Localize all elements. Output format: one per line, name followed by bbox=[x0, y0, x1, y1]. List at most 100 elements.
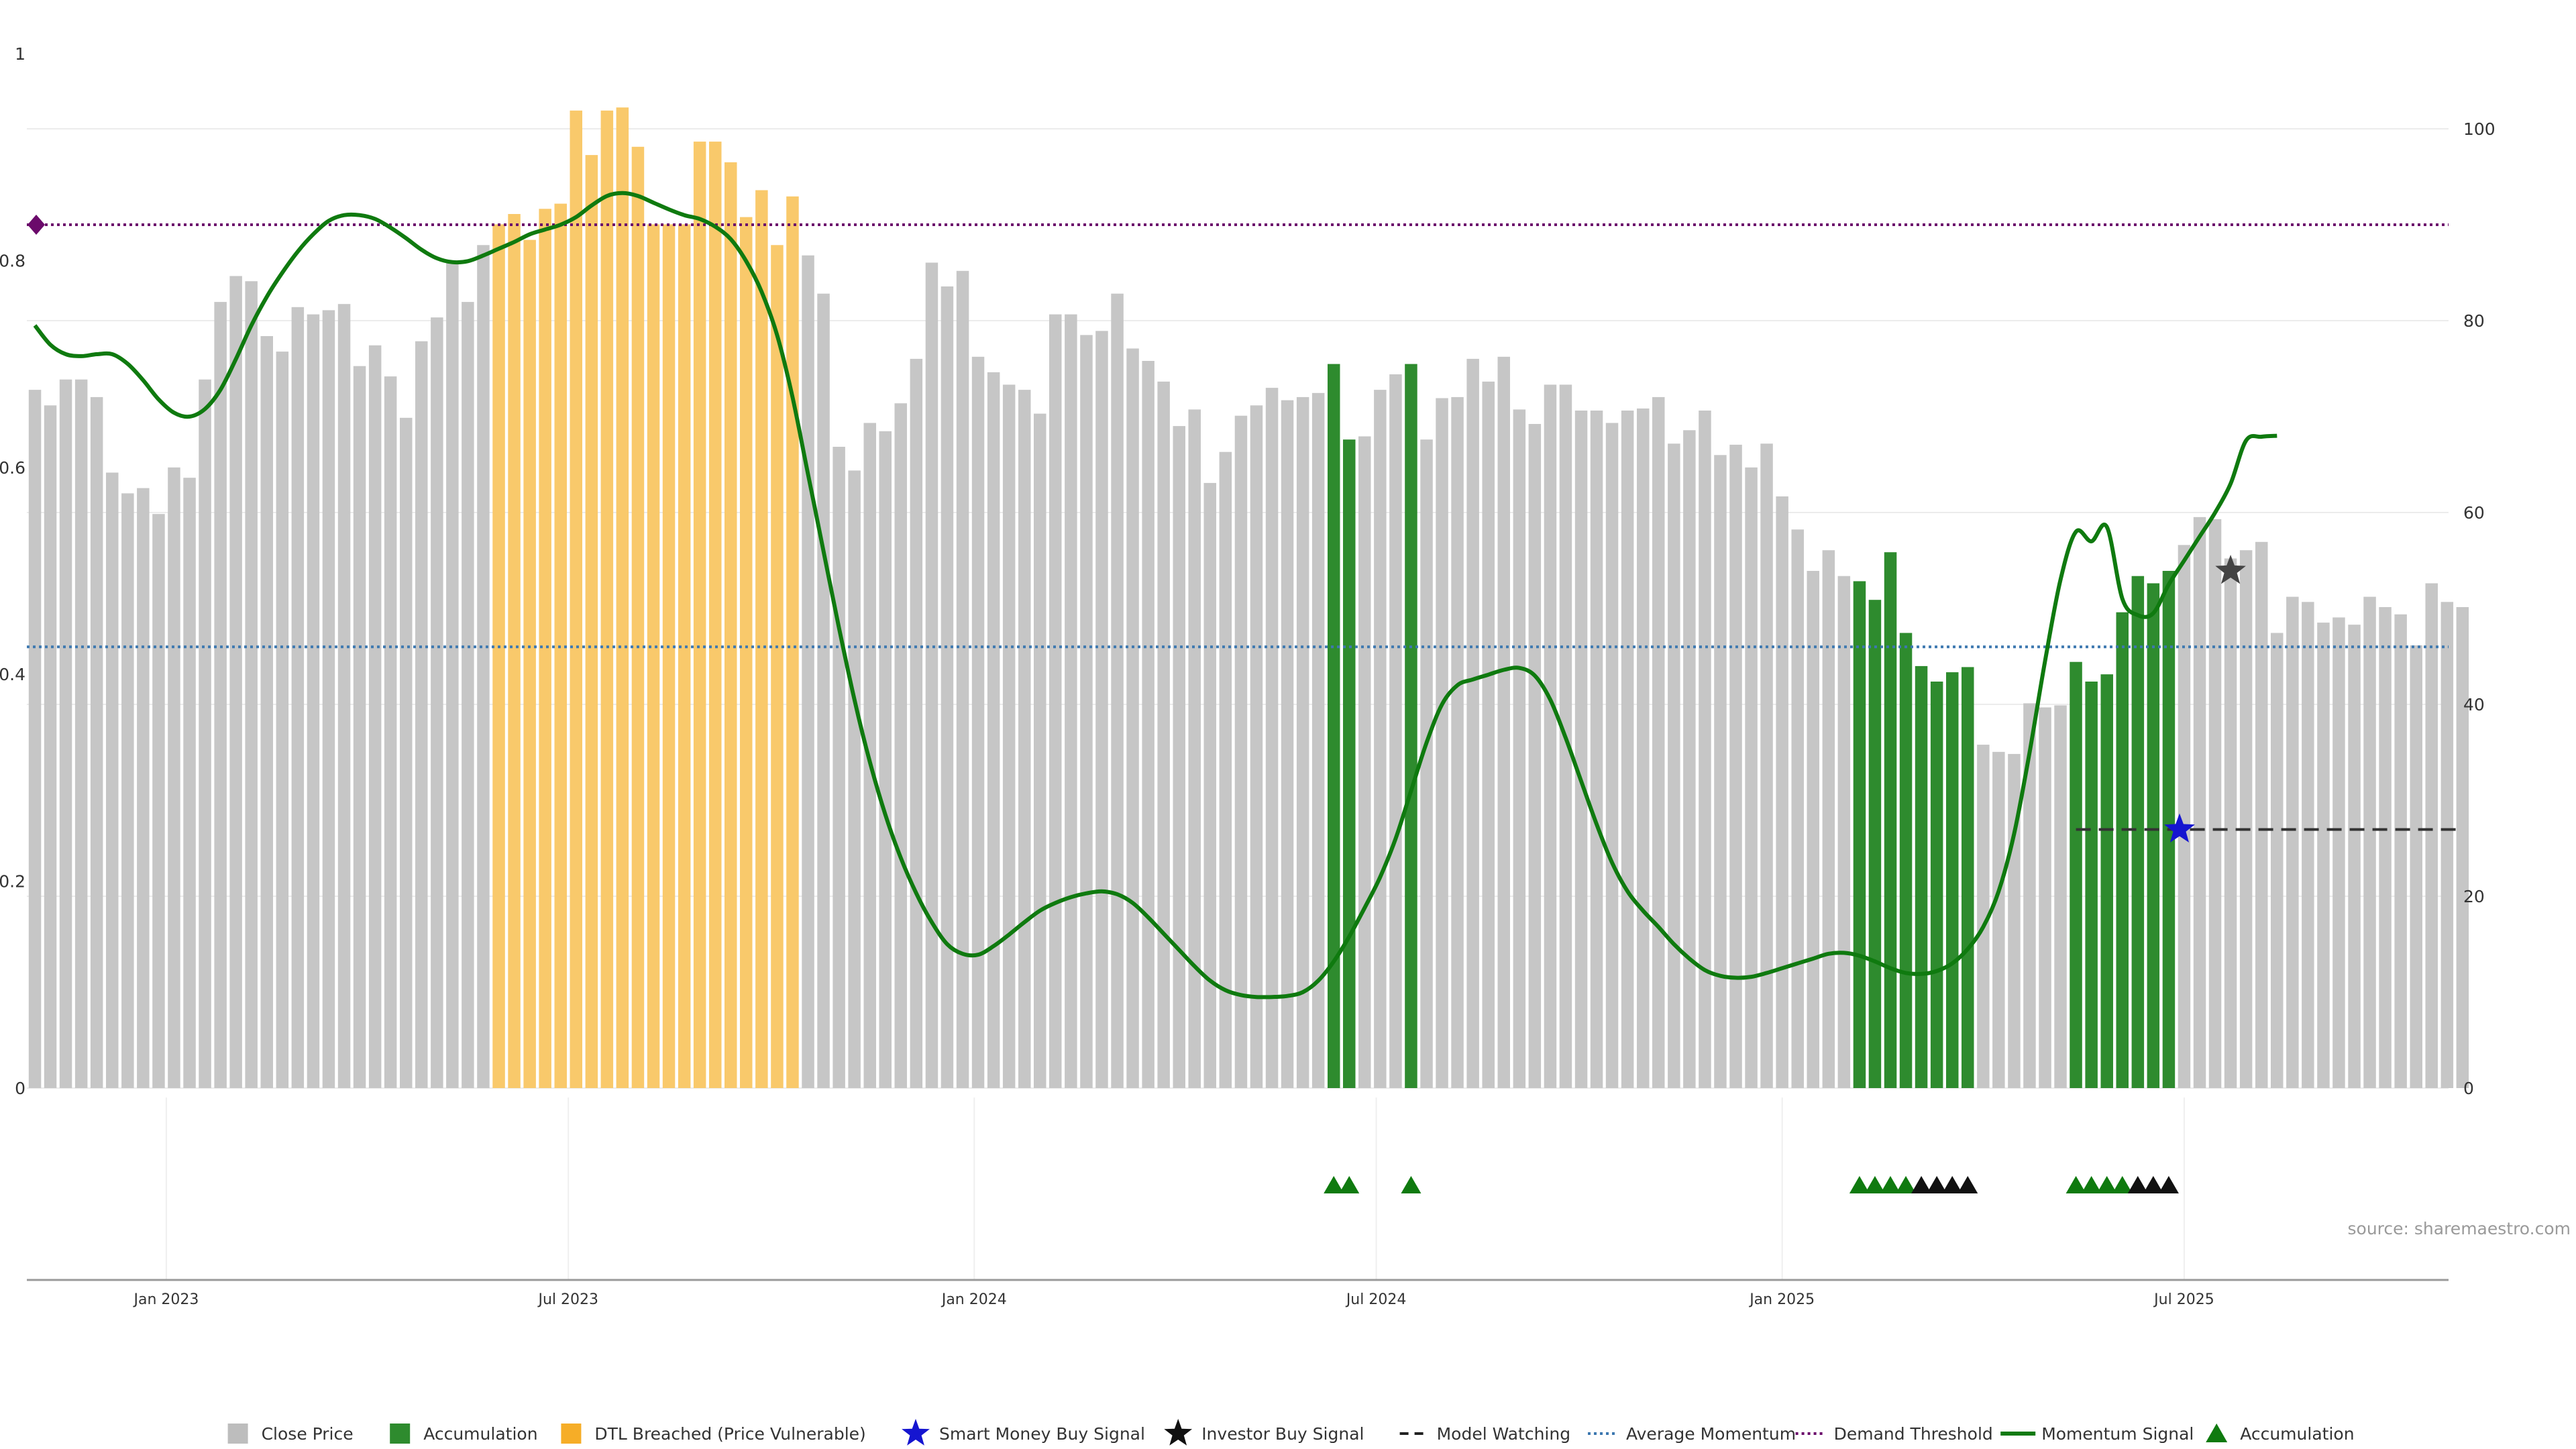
close-price-bar bbox=[74, 379, 88, 1089]
accumulation-triangle bbox=[1401, 1176, 1421, 1193]
close-price-bar bbox=[802, 255, 814, 1089]
dtl-breached-bar bbox=[786, 196, 799, 1088]
close-price-bar bbox=[1482, 381, 1495, 1088]
accumulation-bar bbox=[2070, 661, 2082, 1088]
close-price-bar bbox=[1157, 381, 1170, 1088]
close-price-bar bbox=[2208, 519, 2222, 1088]
close-price-bar bbox=[1358, 436, 1371, 1088]
close-price-bar bbox=[1049, 314, 1062, 1089]
accumulation-triangle bbox=[1864, 1176, 1885, 1193]
close-price-bar bbox=[477, 245, 490, 1088]
dtl-breached-bar bbox=[678, 224, 691, 1088]
accumulation-bar bbox=[1884, 552, 1897, 1088]
close-price-bar bbox=[322, 310, 335, 1088]
close-price-bar bbox=[152, 514, 165, 1088]
dtl-breached-bar bbox=[740, 217, 753, 1089]
close-price-bar bbox=[199, 379, 211, 1089]
close-price-bar bbox=[2008, 753, 2021, 1088]
close-price-bar bbox=[2425, 583, 2438, 1088]
close-price-bar bbox=[2239, 550, 2253, 1088]
close-price-bar bbox=[229, 276, 242, 1088]
close-price-bar bbox=[1699, 411, 1711, 1088]
close-price-bar bbox=[1188, 409, 1201, 1088]
accumulation-triangle bbox=[2112, 1176, 2133, 1193]
close-price-bar bbox=[1142, 361, 1155, 1088]
close-price-bar bbox=[1760, 443, 1773, 1088]
demand-threshold-marker bbox=[28, 215, 45, 235]
close-price-bar bbox=[1621, 411, 1634, 1088]
accumulation-bar bbox=[1853, 581, 1866, 1088]
close-price-bar bbox=[971, 356, 985, 1088]
legend-label: Accumulation bbox=[423, 1424, 537, 1444]
close-price-bar bbox=[1590, 411, 1603, 1088]
signal-triangle bbox=[2143, 1176, 2163, 1193]
dtl-breached-bar bbox=[755, 190, 768, 1088]
legend-label: DTL Breached (Price Vulnerable) bbox=[594, 1424, 865, 1444]
legend-label: Model Watching bbox=[1437, 1424, 1571, 1444]
close-price-bar bbox=[1977, 745, 1990, 1088]
close-price-bar bbox=[1296, 396, 1309, 1088]
x-tick-label: Jan 2023 bbox=[132, 1291, 199, 1308]
y-left-tick-label: 0.6 bbox=[0, 458, 25, 478]
close-price-bar bbox=[1234, 415, 1248, 1088]
accumulation-bar bbox=[1962, 667, 1974, 1088]
close-price-bar bbox=[276, 352, 289, 1088]
close-price-bar bbox=[1668, 443, 1680, 1088]
dtl-breached-bar bbox=[662, 224, 676, 1088]
x-tick-label: Jan 2025 bbox=[1748, 1291, 1815, 1308]
dtl-breached-bar bbox=[771, 245, 784, 1088]
accumulation-triangle bbox=[1880, 1176, 1900, 1193]
close-price-bar bbox=[307, 314, 320, 1089]
close-price-bar bbox=[2348, 625, 2361, 1088]
source-label: source: sharemaestro.com bbox=[2348, 1219, 2571, 1238]
y-right-tick-label: 0 bbox=[2463, 1079, 2474, 1098]
close-price-bar bbox=[1250, 405, 1263, 1088]
close-price-bar bbox=[1837, 576, 1851, 1088]
close-price-bar bbox=[2039, 707, 2051, 1088]
dtl-breached-bar bbox=[600, 110, 614, 1088]
axes: 0 0.2 0.4 0.6 0.8 1 0 20 40 60 80 100 Jan 2023 Jul 20… bbox=[0, 44, 2496, 1308]
close-price-bar bbox=[817, 293, 830, 1089]
close-price-bar bbox=[1791, 529, 1804, 1088]
dtl-breached-bar bbox=[523, 239, 536, 1089]
close-price-bar bbox=[956, 270, 969, 1088]
y-left-tick-label: 0.2 bbox=[0, 872, 25, 892]
close-price-bar bbox=[1265, 388, 1279, 1088]
close-price-bar bbox=[1034, 413, 1046, 1088]
close-price-bar bbox=[2286, 596, 2299, 1088]
accumulation-triangle bbox=[1339, 1176, 1360, 1193]
close-price-bar bbox=[44, 405, 57, 1088]
legend-label: Momentum Signal bbox=[2041, 1424, 2194, 1444]
close-price-bar bbox=[2193, 517, 2206, 1088]
signal-triangle bbox=[1911, 1176, 1932, 1193]
accumulation-bar bbox=[1405, 364, 1417, 1088]
close-price-bar bbox=[353, 366, 366, 1089]
close-price-bar bbox=[1745, 467, 1758, 1088]
close-price-bar bbox=[245, 281, 258, 1089]
dtl-breached-bar bbox=[539, 209, 551, 1088]
close-price-bar bbox=[1528, 424, 1542, 1088]
close-price-bar bbox=[2410, 645, 2422, 1088]
close-price-bar bbox=[168, 467, 180, 1088]
close-price-bar bbox=[1002, 384, 1016, 1088]
close-price-bar bbox=[1080, 335, 1093, 1088]
close-price-bar bbox=[446, 260, 459, 1088]
close-price-bar bbox=[1992, 751, 2005, 1088]
legend-label: Investor Buy Signal bbox=[1201, 1424, 1364, 1444]
y-right-tick-label: 20 bbox=[2463, 887, 2485, 906]
close-price-bar bbox=[1219, 451, 1232, 1088]
close-price-bar bbox=[1574, 411, 1588, 1088]
signal-triangle bbox=[1942, 1176, 1963, 1193]
y-left-tick-label: 0.4 bbox=[0, 665, 25, 684]
close-price-bar bbox=[2255, 541, 2268, 1088]
close-price-bar bbox=[879, 431, 892, 1088]
close-price-bar bbox=[1714, 455, 1727, 1088]
reference-lines bbox=[27, 215, 2463, 831]
legend-label: Close Price bbox=[262, 1424, 354, 1444]
accumulation-bar bbox=[1328, 364, 1340, 1088]
accumulation-bar bbox=[2131, 576, 2145, 1088]
accumulation-triangle bbox=[2081, 1176, 2102, 1193]
accumulation-bar bbox=[1868, 600, 1882, 1088]
close-price-bar bbox=[1497, 356, 1510, 1088]
close-price-bar bbox=[2054, 705, 2067, 1088]
